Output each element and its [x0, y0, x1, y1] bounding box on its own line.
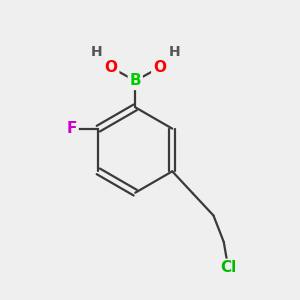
Text: H: H: [168, 45, 180, 59]
Text: B: B: [130, 73, 141, 88]
Text: Cl: Cl: [220, 260, 236, 275]
Text: H: H: [91, 45, 102, 59]
Text: O: O: [153, 60, 166, 75]
Text: O: O: [105, 60, 118, 75]
Text: F: F: [67, 121, 77, 136]
